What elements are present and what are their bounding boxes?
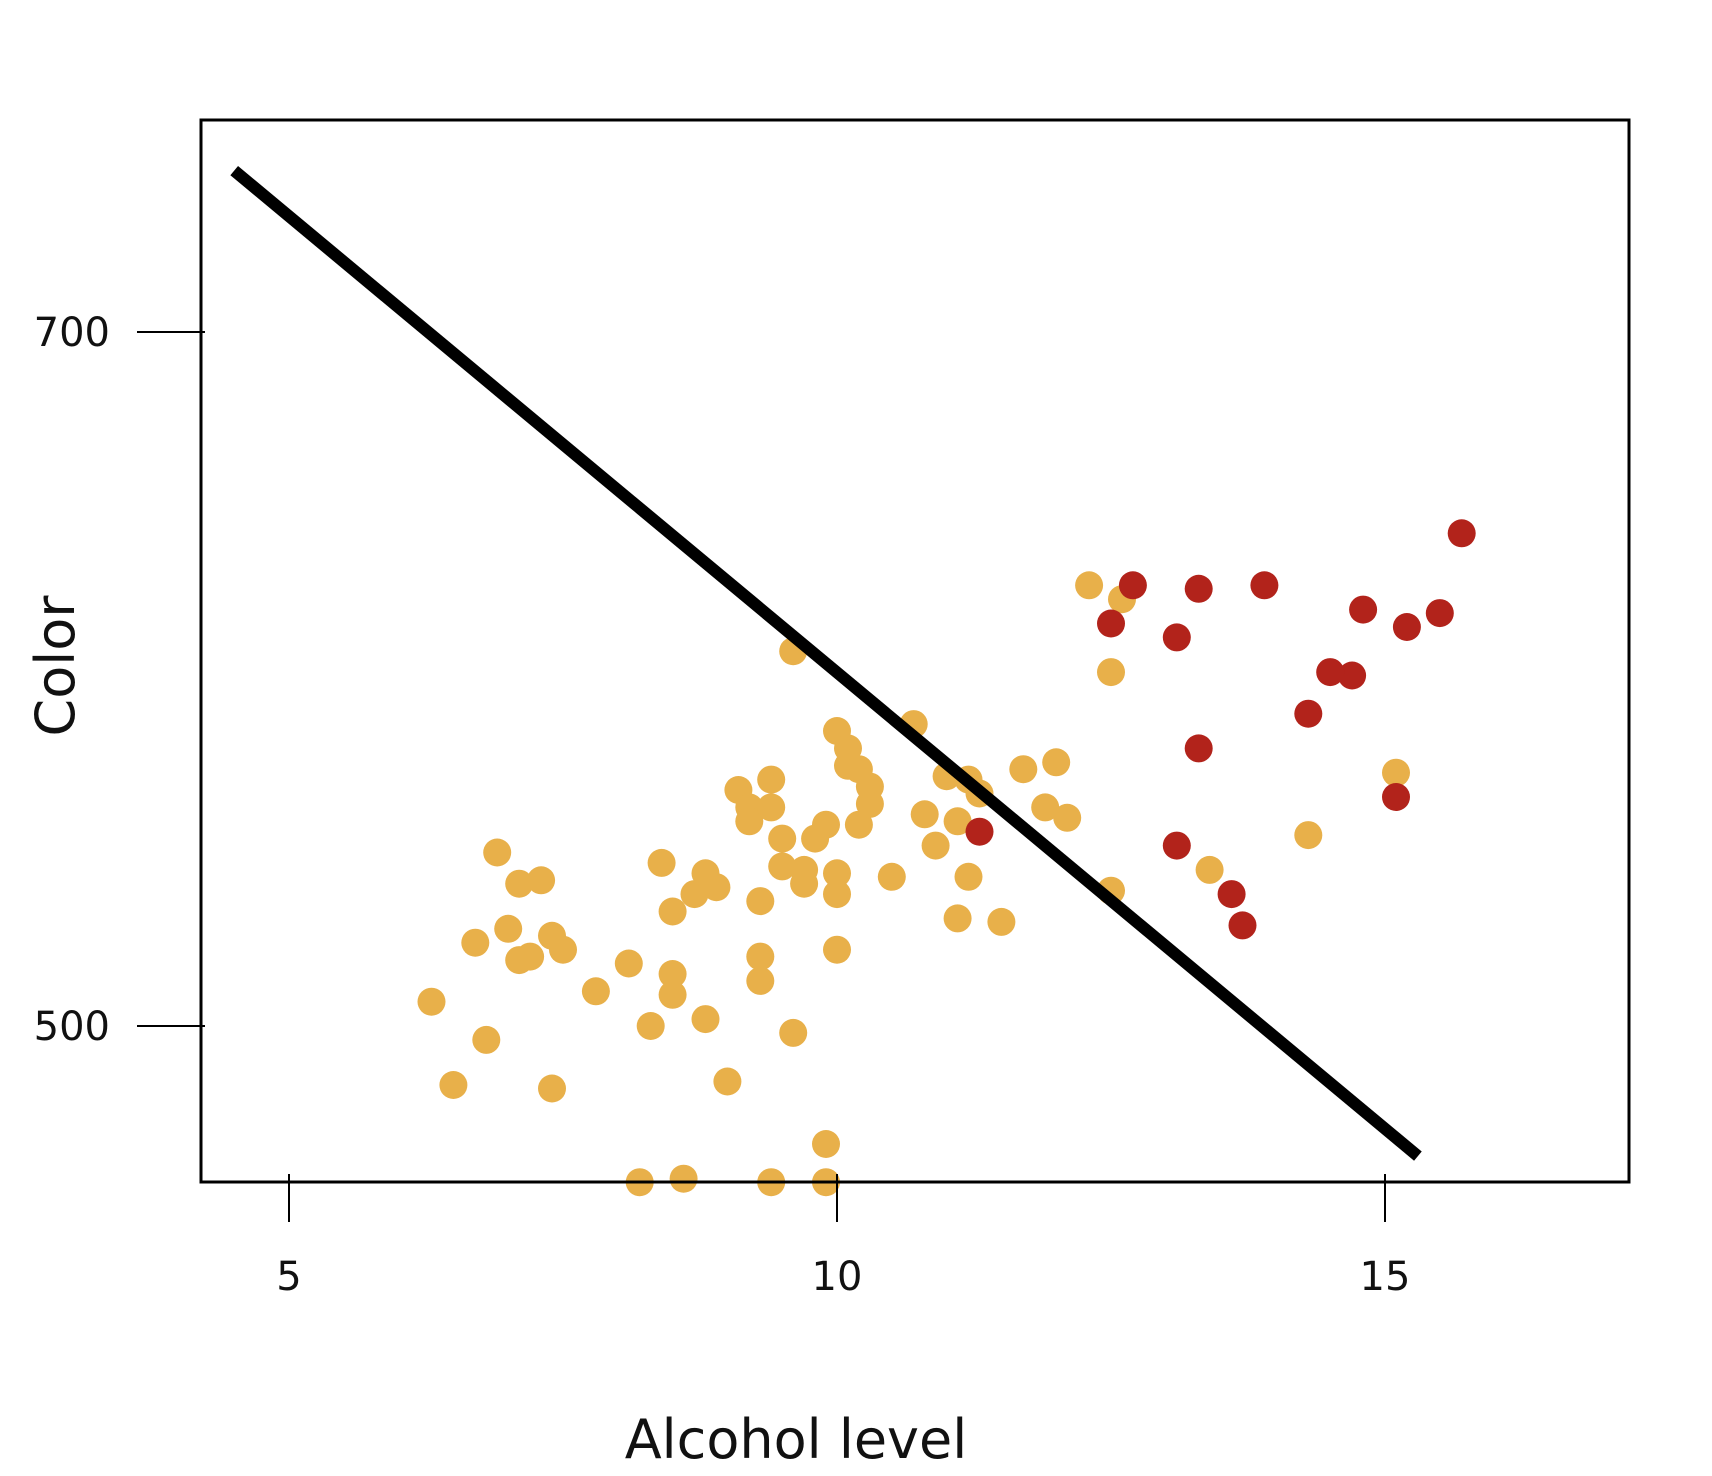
data-point (1392, 613, 1421, 641)
data-point (1294, 821, 1323, 850)
data-point (1184, 734, 1213, 763)
data-point (669, 1164, 698, 1193)
data-point (746, 966, 775, 995)
x-tick-label: 15 (1360, 1254, 1411, 1300)
data-point (1228, 911, 1257, 940)
data-point (1250, 571, 1279, 600)
data-point (855, 789, 884, 818)
data-point (954, 862, 983, 891)
data-point (965, 817, 994, 846)
data-point (680, 880, 709, 909)
data-point (1118, 571, 1147, 600)
data-point (779, 1018, 808, 1047)
data-point (1338, 661, 1367, 690)
data-point (812, 810, 840, 839)
data-point (812, 1130, 840, 1158)
data-point (768, 852, 797, 881)
data-point (439, 1071, 468, 1099)
data-point (1053, 803, 1082, 832)
data-point (527, 866, 556, 895)
data-point (1217, 880, 1246, 909)
x-tick-label: 5 (276, 1254, 301, 1300)
y-tick-label: 500 (34, 1004, 110, 1050)
data-point (1382, 758, 1410, 787)
data-point (844, 810, 873, 839)
data-point (1075, 571, 1104, 600)
data-point (658, 960, 687, 988)
data-point (549, 935, 577, 964)
data-point (823, 935, 851, 964)
data-point (1162, 623, 1191, 652)
data-point (516, 942, 545, 971)
data-point (1184, 574, 1213, 603)
data-point (538, 1074, 566, 1103)
data-point (757, 765, 786, 794)
x-axis-title: Alcohol level (625, 1408, 968, 1471)
plot-frame (199, 118, 1631, 1184)
data-point (768, 824, 797, 853)
data-point (921, 831, 950, 860)
data-point (943, 904, 972, 933)
data-point (1294, 699, 1323, 728)
data-point (943, 807, 972, 836)
data-point (910, 800, 939, 829)
data-point (877, 862, 906, 891)
data-point (1349, 595, 1378, 624)
data-point (1447, 519, 1476, 548)
data-point (658, 897, 687, 926)
data-point (1097, 658, 1125, 687)
data-point (1162, 831, 1191, 860)
data-point (1042, 748, 1071, 777)
data-points (417, 519, 1476, 1197)
data-point (1009, 755, 1038, 784)
y-axis-title: Color (24, 595, 87, 737)
data-point (746, 887, 775, 916)
data-point (1195, 855, 1224, 884)
data-point (691, 1005, 720, 1034)
data-point (735, 807, 764, 836)
data-point (746, 942, 775, 971)
data-point (702, 873, 731, 902)
axis-ticks: 5 10 15 500 700 (34, 310, 1411, 1300)
data-point (417, 987, 446, 1016)
data-point (987, 907, 1016, 936)
data-point (483, 838, 512, 867)
data-point (581, 977, 610, 1006)
y-tick-label: 700 (34, 310, 110, 356)
data-point (636, 1012, 665, 1040)
data-point (823, 859, 851, 888)
data-point (505, 869, 534, 898)
data-point (494, 914, 523, 943)
data-point (1425, 599, 1454, 628)
data-point (1382, 783, 1410, 811)
x-tick-label: 10 (812, 1254, 863, 1300)
data-point (614, 949, 643, 978)
data-point (1031, 793, 1060, 822)
decision-boundary-line (230, 165, 1422, 1161)
data-point (1097, 609, 1125, 638)
data-point (1316, 658, 1345, 687)
data-point (713, 1067, 742, 1096)
data-point (461, 928, 490, 957)
data-point (757, 793, 786, 822)
data-point (472, 1025, 501, 1054)
data-point (790, 869, 819, 898)
data-point (823, 880, 851, 909)
data-point (647, 848, 676, 877)
data-point (658, 980, 687, 1009)
